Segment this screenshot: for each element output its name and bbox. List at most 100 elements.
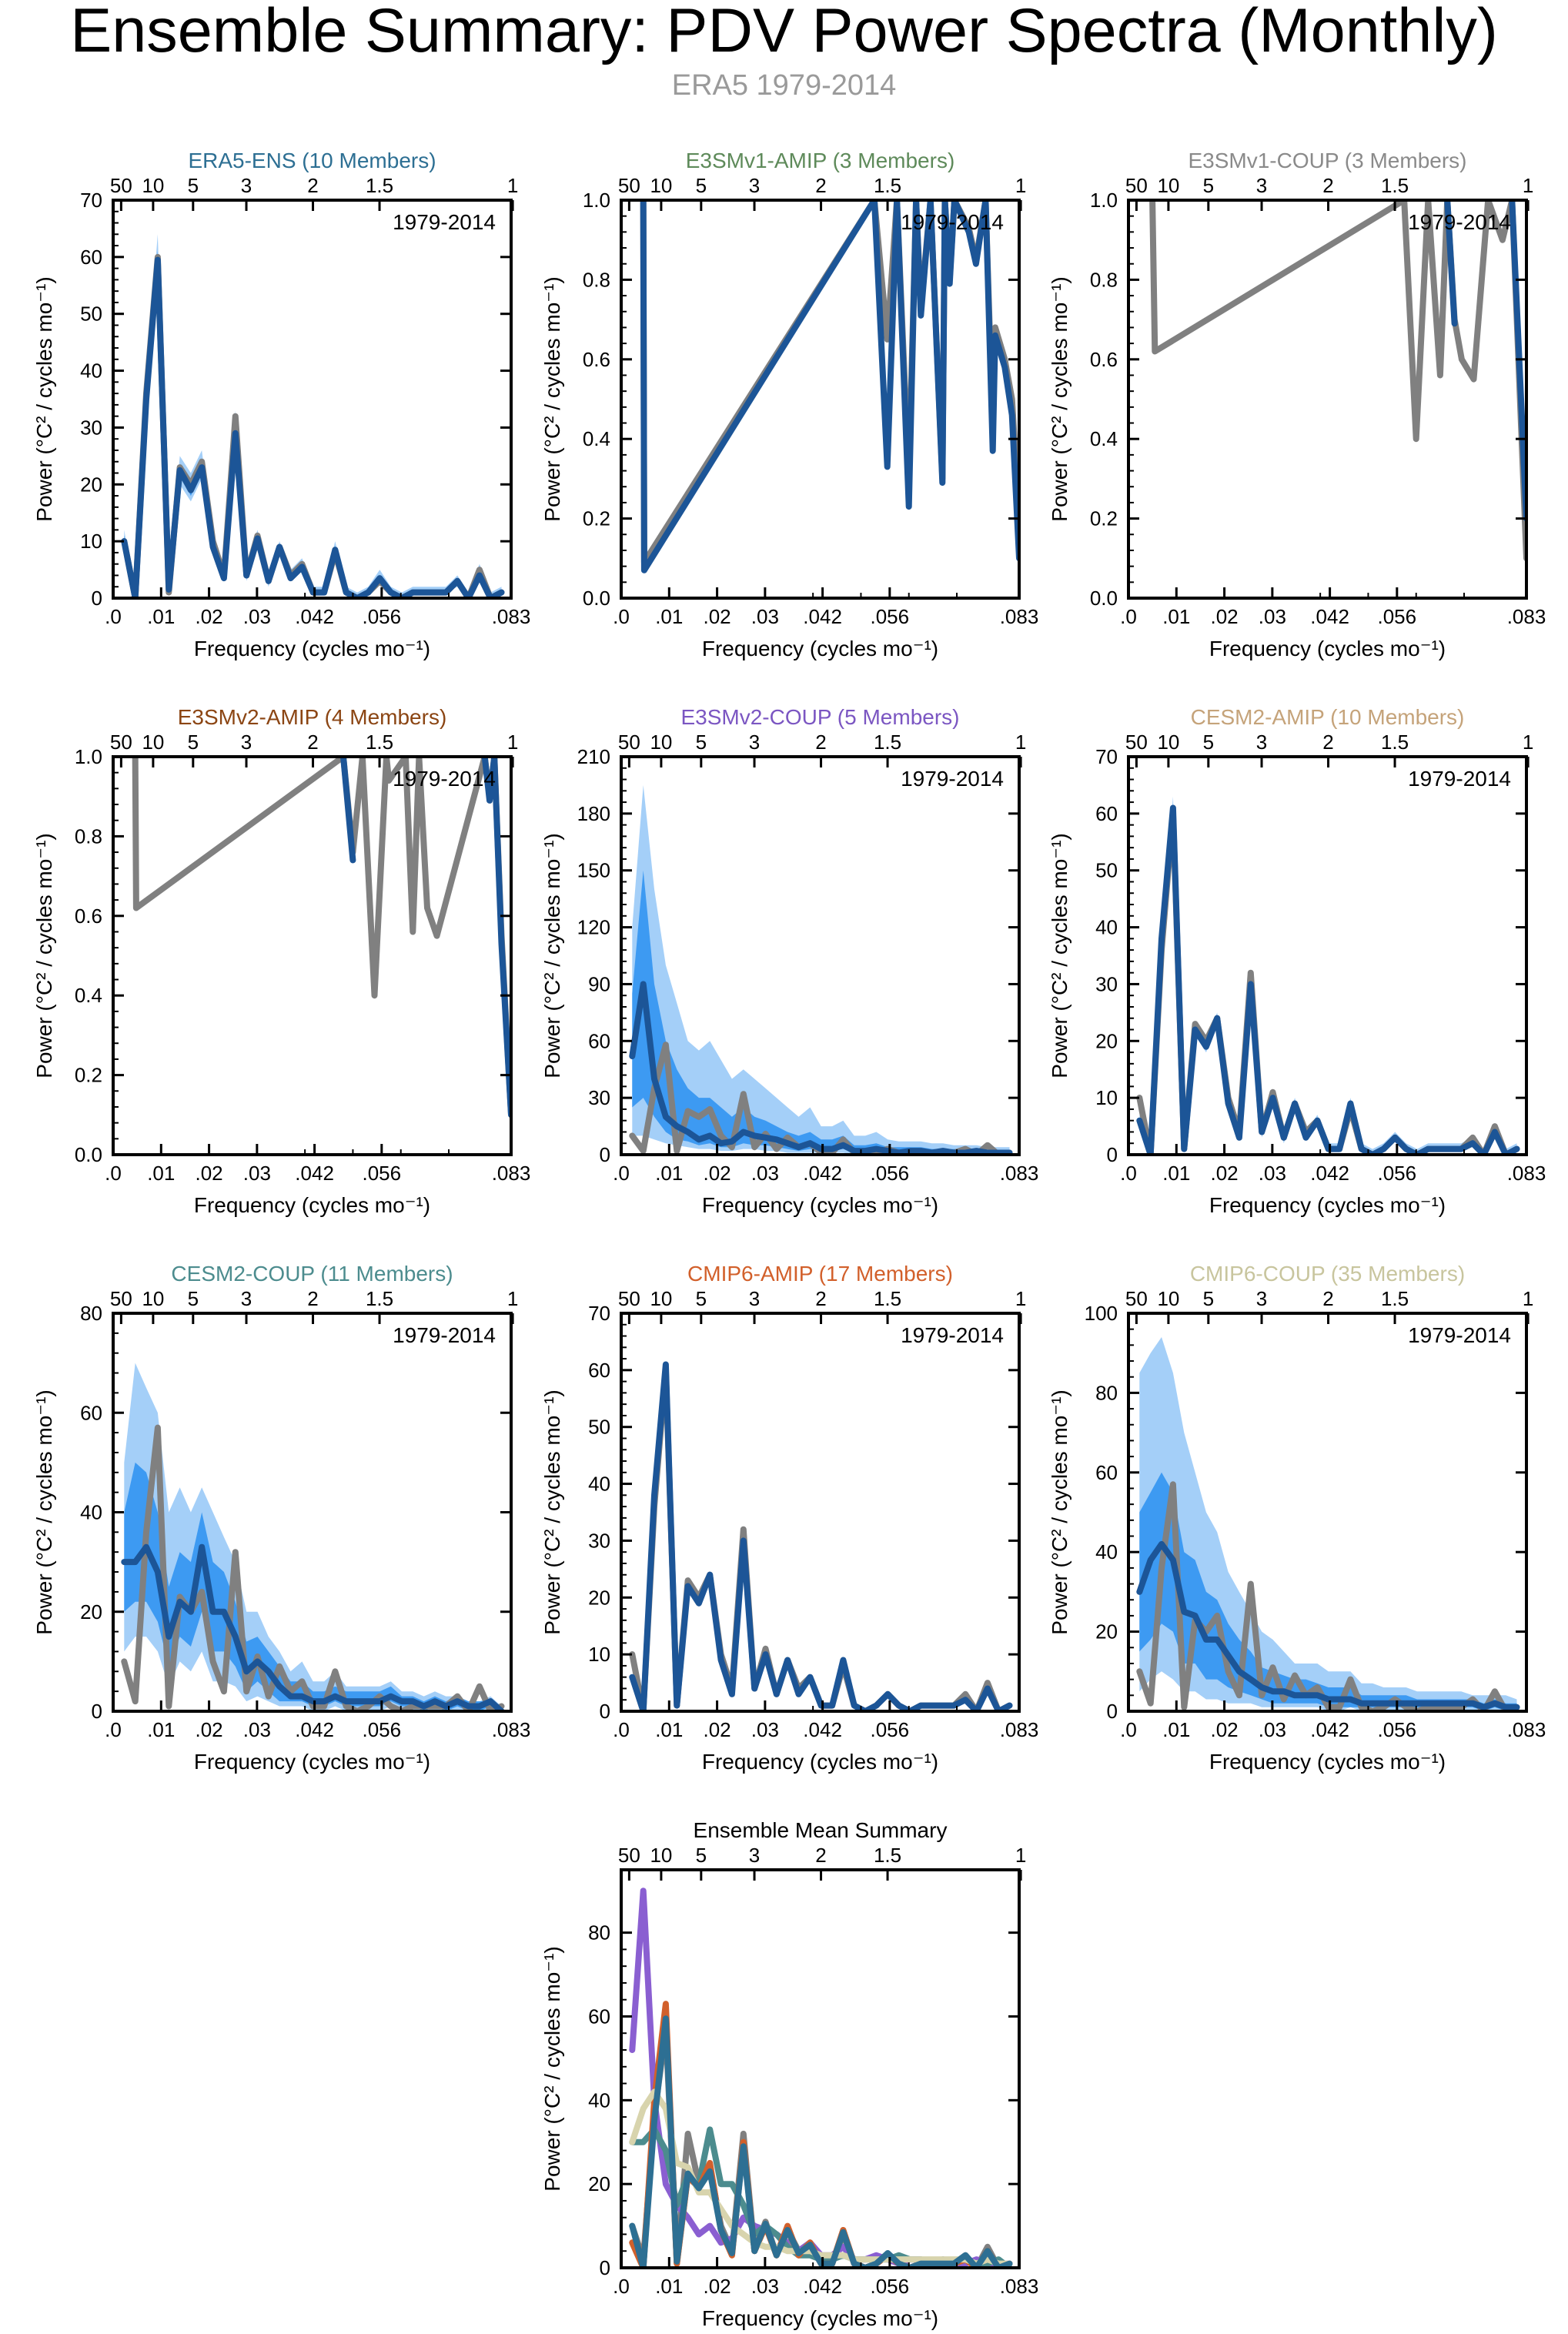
top-tick-label: 10 [1157,1287,1179,1310]
top-tick-label: 50 [1125,731,1148,754]
x-tick-label: .0 [1120,1162,1137,1185]
y-tick-label: 0 [1107,1700,1118,1723]
y-tick-label: 50 [1095,859,1118,882]
top-tick-label: 1 [1015,1844,1026,1867]
plot-area [629,784,1013,1155]
top-tick-label: 10 [650,1287,672,1310]
chart-panel-cesm2-amip: 0 10 20 30 40 50 60 70 .0 .01 .02 .03 .042 .056 .083 50… [1048,705,1546,1217]
series-line-era5 [629,1366,1013,1711]
y-tick-label: 50 [80,303,102,326]
y-tick-label: 0.8 [583,268,610,291]
y-tick-label: 10 [588,1643,610,1666]
x-tick-label: .083 [1507,1162,1546,1185]
top-tick-label: 3 [1256,1287,1267,1310]
y-axis-label: Power (°C² / cycles mo⁻¹) [1048,276,1072,521]
top-tick-label: 10 [650,731,672,754]
top-tick-label: 5 [696,1287,707,1310]
plot-area [629,1888,1013,2268]
x-tick-label: .03 [1259,1162,1286,1185]
x-tick-label: .01 [655,1718,683,1741]
chart-panel-e3smv2-coup: 0306090120150180210.0.01.02.03.042.056.0… [540,705,1038,1217]
x-tick-label: .056 [871,605,910,628]
period-label: 1979-2014 [901,210,1004,234]
top-tick-label: 5 [696,731,707,754]
top-tick-label: 2 [307,1287,318,1310]
y-tick-label: 0.2 [75,1064,102,1087]
y-tick-label: 40 [80,359,102,383]
x-axis-label: Frequency (cycles mo⁻¹) [1209,1750,1446,1774]
series-line-ensemble-mean [340,757,511,1119]
period-label: 1979-2014 [1408,767,1511,791]
y-tick-label: 60 [1095,802,1118,825]
plot-area [629,1361,1013,1711]
x-tick-label: .056 [363,1718,402,1741]
top-tick-label: 10 [650,1844,672,1867]
x-tick-label: .042 [803,1162,842,1185]
y-tick-label: 0 [92,1700,102,1723]
top-tick-label: 10 [142,731,164,754]
x-tick-label: .02 [704,2275,731,2298]
top-tick-label: 2 [1322,174,1333,197]
x-tick-label: .083 [1000,2275,1039,2298]
y-axis-label: Power (°C² / cycles mo⁻¹) [1048,833,1072,1078]
top-tick-label: 10 [650,174,672,197]
y-tick-label: 20 [80,473,102,496]
x-axis-label: Frequency (cycles mo⁻¹) [1209,1193,1446,1217]
x-tick-label: .01 [655,2275,683,2298]
plot-area [1136,1337,1520,1711]
y-tick-label: 0.6 [1090,348,1118,371]
top-tick-label: 3 [1256,731,1267,754]
top-tick-label: 1.5 [874,731,901,754]
y-tick-label: 20 [1095,1620,1118,1643]
series-line-era5 [121,253,505,598]
series-line-ensemble-mean [121,256,505,598]
y-tick-label: 40 [1095,916,1118,939]
plot-area [132,757,511,1119]
y-tick-label: 30 [588,1529,610,1552]
x-tick-label: .03 [243,1162,271,1185]
panel-title: E3SMv1-AMIP (3 Members) [686,149,955,172]
y-tick-label: 80 [1095,1381,1118,1404]
y-tick-label: 60 [588,2005,610,2028]
x-tick-label: .056 [871,1718,910,1741]
y-tick-label: 210 [577,745,610,768]
x-axis-label: Frequency (cycles mo⁻¹) [194,1750,430,1774]
chart-panel-ensemble-mean-summary: 0 20 40 60 80 .0 .01 .02 .03 .042 .056 .083 50 10 5 3 2 1… [540,1818,1038,2330]
y-tick-label: 60 [80,1401,102,1424]
x-tick-label: .02 [704,1162,731,1185]
top-tick-label: 3 [241,174,252,197]
top-tick-label: 10 [1157,174,1179,197]
chart-panel-cesm2-coup: 0 20 40 60 80 .0 .01 .02 .03 .042 .056 .083 50 10 5 3 2 1… [32,1262,530,1774]
y-tick-label: 1.0 [1090,189,1118,212]
x-tick-label: .056 [871,1162,910,1185]
y-tick-label: 40 [588,2088,610,2112]
y-tick-label: 0.6 [75,905,102,928]
panel-title: E3SMv2-COUP (5 Members) [680,705,959,729]
y-tick-label: 0.4 [75,984,102,1007]
top-tick-label: 1.5 [366,174,393,197]
y-tick-label: 1.0 [75,745,102,768]
y-tick-label: 0 [92,587,102,610]
top-tick-label: 50 [110,1287,132,1310]
spread-band-inner [1139,1472,1517,1711]
chart-panel-cmip6-coup: 0 20 40 60 80 100 .0 .01 .02 .03 .042 .056 .083 50 10 5… [1048,1262,1546,1774]
x-tick-label: .056 [1378,1718,1417,1741]
top-tick-label: 2 [815,731,826,754]
top-tick-label: 3 [1256,174,1267,197]
period-label: 1979-2014 [901,1323,1004,1347]
x-tick-label: .03 [751,1718,779,1741]
x-tick-label: .01 [1162,1162,1190,1185]
x-tick-label: .083 [1507,605,1546,628]
y-tick-label: 0.4 [583,427,610,450]
period-label: 1979-2014 [393,210,496,234]
top-tick-label: 3 [749,731,760,754]
series-line-ensemble-mean [1136,804,1520,1155]
x-tick-label: .056 [871,2275,910,2298]
x-tick-label: .03 [243,605,271,628]
top-tick-label: 5 [188,1287,199,1310]
top-tick-label: 1.5 [874,1844,901,1867]
spread-band-outer [124,234,502,598]
top-tick-label: 10 [142,1287,164,1310]
top-tick-label: 1 [507,731,518,754]
